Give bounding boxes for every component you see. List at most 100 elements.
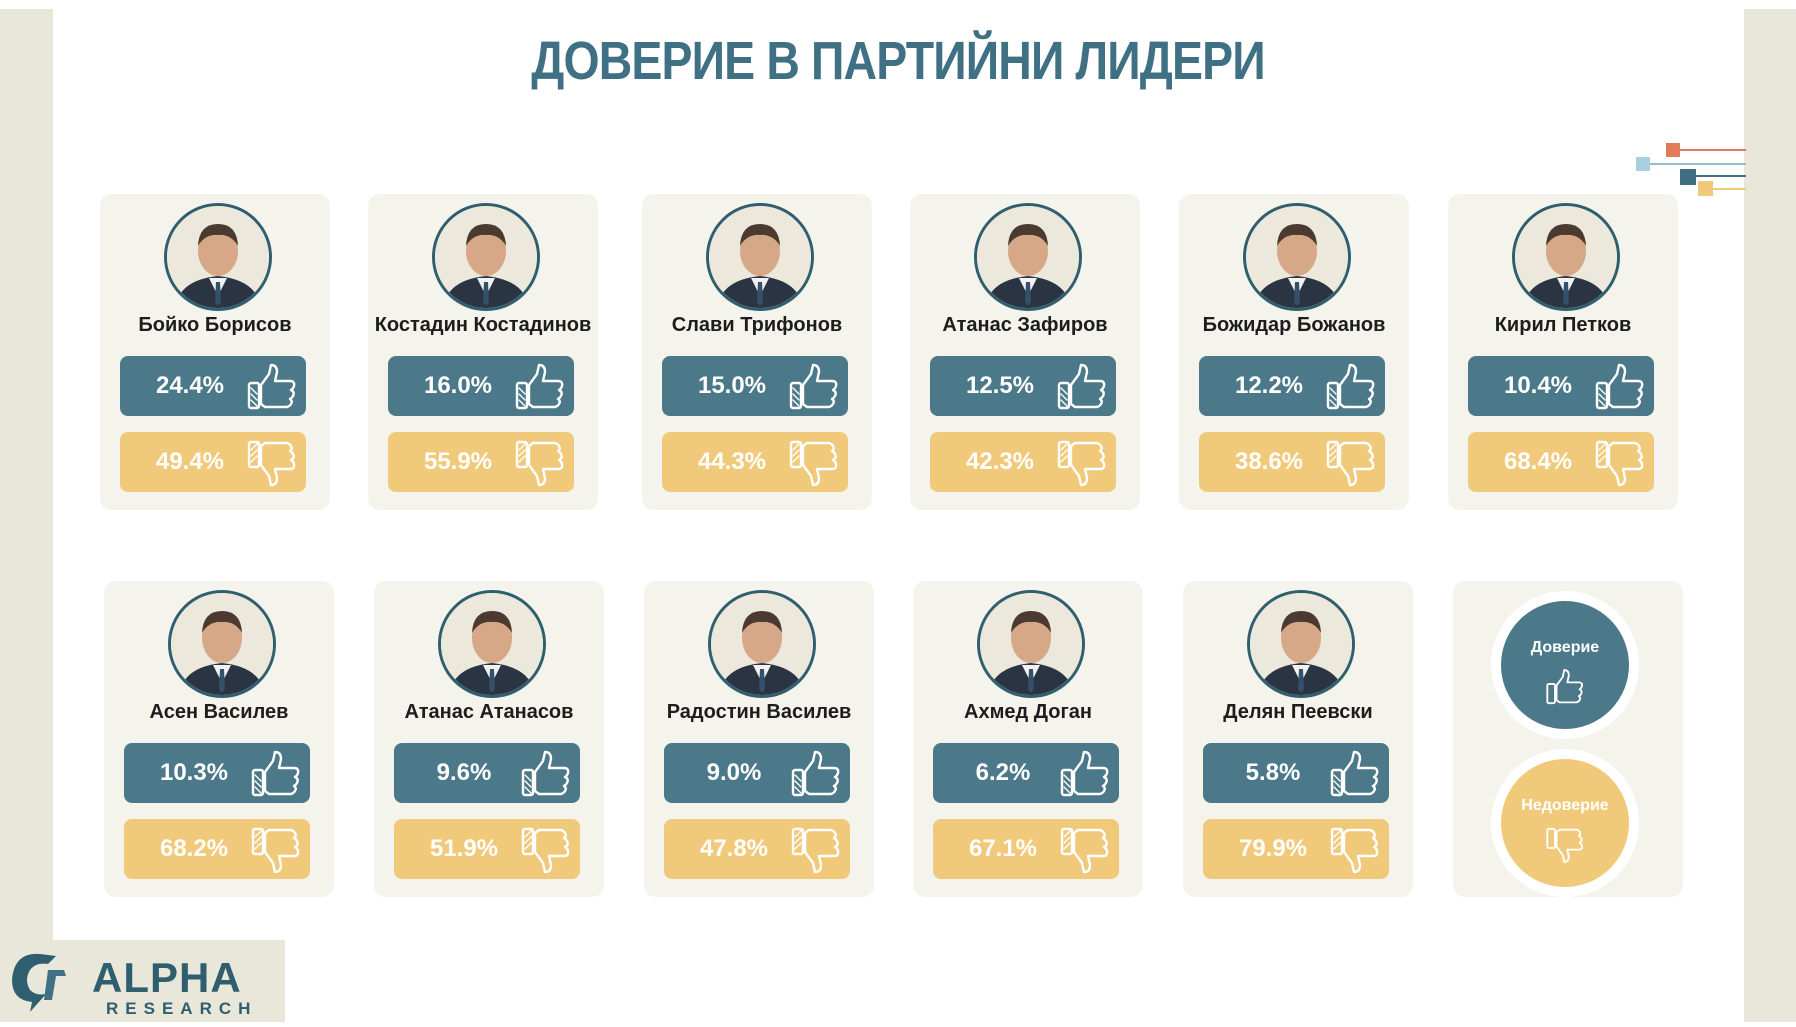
thumbs-up-icon: [521, 750, 570, 797]
leader-avatar: [438, 590, 546, 698]
distrust-pill: 51.9%: [394, 819, 580, 879]
distrust-pill: 68.4%: [1468, 432, 1654, 492]
distrust-value: 68.2%: [159, 835, 229, 862]
leader-card: Асен Василев 10.3% 68.2%: [104, 581, 334, 897]
distrust-value: 38.6%: [1234, 448, 1304, 475]
thumbs-up-icon: [1595, 363, 1644, 410]
distrust-value: 47.8%: [699, 835, 769, 862]
leader-avatar: [708, 590, 816, 698]
thumbs-down-icon: [789, 440, 838, 487]
distrust-pill: 67.1%: [933, 819, 1119, 879]
trust-pill: 5.8%: [1203, 743, 1389, 803]
trust-pill: 10.4%: [1468, 356, 1654, 416]
leader-name: Делян Пеевски: [1223, 701, 1373, 723]
trust-value: 9.0%: [706, 759, 762, 786]
trust-pill: 6.2%: [933, 743, 1119, 803]
leader-card: Слави Трифонов 15.0% 44.3%: [642, 194, 872, 510]
trust-value: 12.2%: [1234, 372, 1304, 399]
leader-name: Асен Василев: [149, 701, 289, 723]
thumbs-up-icon: [791, 750, 840, 797]
leader-card: Радостин Василев 9.0% 47.8%: [644, 581, 874, 897]
trust-value: 6.2%: [975, 759, 1031, 786]
top-strip: [0, 0, 1796, 9]
leader-name: Костадин Костадинов: [374, 314, 592, 336]
leader-card: Делян Пеевски 5.8% 79.9%: [1183, 581, 1413, 897]
leader-name: Кирил Петков: [1494, 314, 1632, 336]
leader-avatar: [164, 203, 272, 311]
thumbs-down-icon: [515, 440, 564, 487]
distrust-value: 51.9%: [429, 835, 499, 862]
thumbs-down-icon: [1595, 440, 1644, 487]
distrust-pill: 79.9%: [1203, 819, 1389, 879]
thumbs-up-icon: [789, 363, 838, 410]
leader-card: Кирил Петков 10.4% 68.4%: [1448, 194, 1678, 510]
distrust-pill: 68.2%: [124, 819, 310, 879]
alpha-research-logo: ALPHA RESEARCH: [0, 940, 285, 1022]
thumbs-down-icon: [1330, 827, 1379, 874]
trust-pill: 24.4%: [120, 356, 306, 416]
trust-pill: 9.0%: [664, 743, 850, 803]
leader-card: Атанас Атанасов 9.6% 51.9%: [374, 581, 604, 897]
trust-value: 16.0%: [423, 372, 493, 399]
thumbs-up-icon: [1330, 750, 1379, 797]
distrust-pill: 47.8%: [664, 819, 850, 879]
distrust-pill: 44.3%: [662, 432, 848, 492]
thumbs-down-icon: [247, 440, 296, 487]
distrust-pill: 38.6%: [1199, 432, 1385, 492]
leader-card: Ахмед Доган 6.2% 67.1%: [913, 581, 1143, 897]
leader-avatar: [1243, 203, 1351, 311]
distrust-value: 49.4%: [155, 448, 225, 475]
thumbs-up-icon: [1326, 363, 1375, 410]
legend: Доверие Недоверие: [1453, 581, 1683, 897]
thumbs-down-icon: [521, 827, 570, 874]
leader-avatar: [1247, 590, 1355, 698]
leader-card: Атанас Зафиров 12.5% 42.3%: [910, 194, 1140, 510]
legend-trust-label: Доверие: [1530, 639, 1600, 656]
distrust-value: 67.1%: [968, 835, 1038, 862]
distrust-pill: 42.3%: [930, 432, 1116, 492]
leader-avatar: [168, 590, 276, 698]
legend-distrust-label: Недоверие: [1521, 797, 1609, 814]
distrust-value: 68.4%: [1503, 448, 1573, 475]
left-frame: [0, 0, 53, 1022]
leader-card: Бойко Борисов 24.4% 49.4%: [100, 194, 330, 510]
thumbs-up-icon: [1546, 669, 1583, 705]
thumbs-down-icon: [1326, 440, 1375, 487]
leader-name: Атанас Зафиров: [942, 314, 1108, 336]
leader-avatar: [974, 203, 1082, 311]
thumbs-up-icon: [247, 363, 296, 410]
trust-value: 5.8%: [1245, 759, 1301, 786]
trust-pill: 16.0%: [388, 356, 574, 416]
leader-name: Атанас Атанасов: [404, 701, 574, 723]
trust-value: 10.3%: [159, 759, 229, 786]
distrust-value: 79.9%: [1238, 835, 1308, 862]
trust-value: 10.4%: [1503, 372, 1573, 399]
right-frame: [1744, 0, 1796, 1022]
thumbs-up-icon: [251, 750, 300, 797]
trust-pill: 10.3%: [124, 743, 310, 803]
trust-value: 24.4%: [155, 372, 225, 399]
decorative-lines: [1636, 143, 1746, 196]
leader-card: Костадин Костадинов 16.0% 55.9%: [368, 194, 598, 510]
leader-card: Божидар Божанов 12.2% 38.6%: [1179, 194, 1409, 510]
legend-distrust: Недоверие: [1491, 749, 1639, 897]
trust-value: 15.0%: [697, 372, 767, 399]
leader-name: Божидар Божанов: [1202, 314, 1386, 336]
thumbs-up-icon: [515, 363, 564, 410]
trust-value: 12.5%: [965, 372, 1035, 399]
leader-name: Ахмед Доган: [964, 701, 1092, 723]
legend-trust: Доверие: [1491, 591, 1639, 739]
distrust-pill: 49.4%: [120, 432, 306, 492]
distrust-value: 44.3%: [697, 448, 767, 475]
leader-name: Бойко Борисов: [138, 314, 292, 336]
page-title: ДОВЕРИЕ В ПАРТИЙНИ ЛИДЕРИ: [531, 31, 1265, 91]
leader-avatar: [706, 203, 814, 311]
alpha-research-logo-mark: ALPHA RESEARCH: [12, 953, 250, 1018]
distrust-value: 55.9%: [423, 448, 493, 475]
leader-name: Слави Трифонов: [671, 314, 843, 336]
trust-pill: 9.6%: [394, 743, 580, 803]
thumbs-down-icon: [1057, 440, 1106, 487]
leader-avatar: [432, 203, 540, 311]
leader-avatar: [977, 590, 1085, 698]
logo-main-text: ALPHA: [92, 954, 242, 1001]
